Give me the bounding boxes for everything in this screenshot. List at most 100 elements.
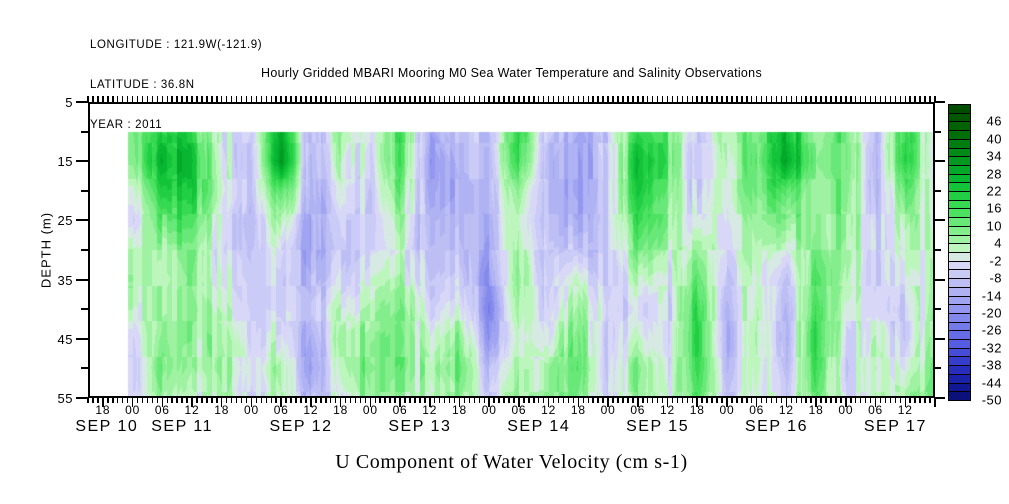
axis-tick bbox=[597, 96, 599, 102]
axis-tick bbox=[835, 398, 837, 403]
axis-tick bbox=[790, 398, 793, 403]
axis-tick bbox=[572, 398, 575, 403]
latitude-line: LATITUDE : 36.8N bbox=[90, 79, 195, 92]
axis-tick bbox=[542, 96, 545, 102]
axis-tick bbox=[191, 398, 193, 407]
axis-tick bbox=[92, 398, 94, 403]
axis-tick bbox=[617, 398, 619, 403]
axis-tick bbox=[533, 96, 535, 102]
axis-tick bbox=[473, 398, 476, 403]
axis-tick bbox=[854, 398, 857, 403]
axis-tick bbox=[404, 398, 406, 403]
axis-tick bbox=[889, 398, 892, 403]
axis-tick bbox=[498, 96, 500, 102]
axis-tick bbox=[424, 398, 426, 403]
axis-tick bbox=[651, 96, 654, 102]
axis-tick bbox=[453, 398, 456, 403]
y-tick-label: 45 bbox=[57, 331, 73, 347]
colorbar-cell bbox=[948, 391, 971, 401]
x-hour-label: 00 bbox=[125, 403, 141, 417]
axis-tick bbox=[76, 278, 88, 281]
axis-tick bbox=[126, 398, 129, 403]
colorbar-tick-label: -2 bbox=[989, 253, 1002, 269]
axis-tick bbox=[567, 96, 570, 102]
axis-tick bbox=[245, 96, 248, 102]
axis-tick bbox=[632, 96, 634, 102]
axis-tick bbox=[131, 96, 134, 102]
axis-tick bbox=[523, 96, 525, 102]
axis-tick bbox=[443, 96, 446, 102]
axis-tick bbox=[250, 398, 253, 407]
axis-tick bbox=[151, 96, 154, 102]
axis-tick bbox=[478, 96, 481, 102]
axis-tick bbox=[686, 96, 689, 102]
axis-tick bbox=[151, 398, 154, 403]
axis-tick bbox=[141, 96, 144, 102]
colorbar-tick-label: -44 bbox=[981, 375, 1002, 391]
axis-tick bbox=[295, 96, 297, 102]
axis-tick bbox=[656, 398, 659, 403]
x-hour-label: 18 bbox=[95, 403, 111, 417]
axis-tick bbox=[547, 96, 550, 102]
axis-tick bbox=[726, 398, 728, 407]
axis-tick bbox=[97, 96, 99, 102]
axis-tick bbox=[419, 96, 421, 102]
axis-tick bbox=[587, 398, 590, 403]
axis-tick bbox=[810, 398, 812, 403]
axis-tick bbox=[126, 96, 129, 102]
axis-tick bbox=[706, 398, 708, 403]
axis-tick bbox=[394, 398, 396, 403]
axis-tick bbox=[141, 398, 144, 403]
axis-tick bbox=[76, 337, 88, 340]
axis-tick bbox=[607, 398, 609, 407]
axis-tick bbox=[935, 219, 945, 222]
axis-tick bbox=[879, 398, 882, 403]
axis-tick bbox=[731, 398, 733, 403]
axis-tick bbox=[394, 96, 396, 102]
x-hour-label: 12 bbox=[422, 403, 438, 417]
axis-tick bbox=[750, 398, 753, 403]
axis-tick bbox=[879, 96, 882, 102]
axis-tick bbox=[840, 96, 842, 102]
axis-tick bbox=[275, 398, 277, 403]
axis-tick bbox=[503, 398, 505, 403]
axis-tick bbox=[810, 96, 812, 102]
axis-tick bbox=[300, 96, 302, 102]
axis-tick bbox=[552, 96, 555, 102]
axis-tick bbox=[339, 96, 342, 102]
axis-tick bbox=[642, 96, 644, 102]
axis-tick bbox=[637, 96, 639, 102]
axis-tick bbox=[914, 398, 916, 403]
axis-tick bbox=[260, 398, 263, 403]
axis-tick bbox=[899, 398, 902, 403]
x-hour-label: 18 bbox=[570, 403, 586, 417]
axis-tick bbox=[87, 398, 89, 403]
axis-tick bbox=[701, 96, 703, 102]
axis-tick bbox=[468, 398, 471, 403]
axis-tick bbox=[894, 398, 897, 403]
colorbar-tick-label: 46 bbox=[986, 113, 1002, 129]
axis-tick bbox=[542, 398, 545, 403]
axis-tick bbox=[369, 96, 372, 102]
x-hour-label: 06 bbox=[273, 403, 289, 417]
axis-tick bbox=[320, 398, 322, 403]
axis-tick bbox=[909, 96, 911, 102]
axis-tick bbox=[186, 96, 188, 102]
x-hour-label: 06 bbox=[868, 403, 884, 417]
axis-tick bbox=[656, 96, 659, 102]
axis-tick bbox=[409, 96, 411, 102]
axis-tick bbox=[191, 96, 193, 102]
colorbar-tick-label: 16 bbox=[986, 200, 1002, 216]
y-tick-label: 55 bbox=[57, 391, 73, 406]
axis-tick bbox=[310, 96, 312, 102]
axis-tick bbox=[627, 398, 629, 403]
axis-tick bbox=[935, 101, 945, 103]
axis-tick bbox=[399, 398, 401, 407]
x-hour-label: 12 bbox=[541, 403, 557, 417]
axis-tick bbox=[156, 398, 159, 403]
axis-tick bbox=[835, 96, 837, 102]
axis-tick bbox=[211, 96, 213, 102]
y-tick-label: 5 bbox=[65, 95, 73, 110]
axis-tick bbox=[508, 96, 510, 102]
axis-tick bbox=[528, 398, 530, 403]
